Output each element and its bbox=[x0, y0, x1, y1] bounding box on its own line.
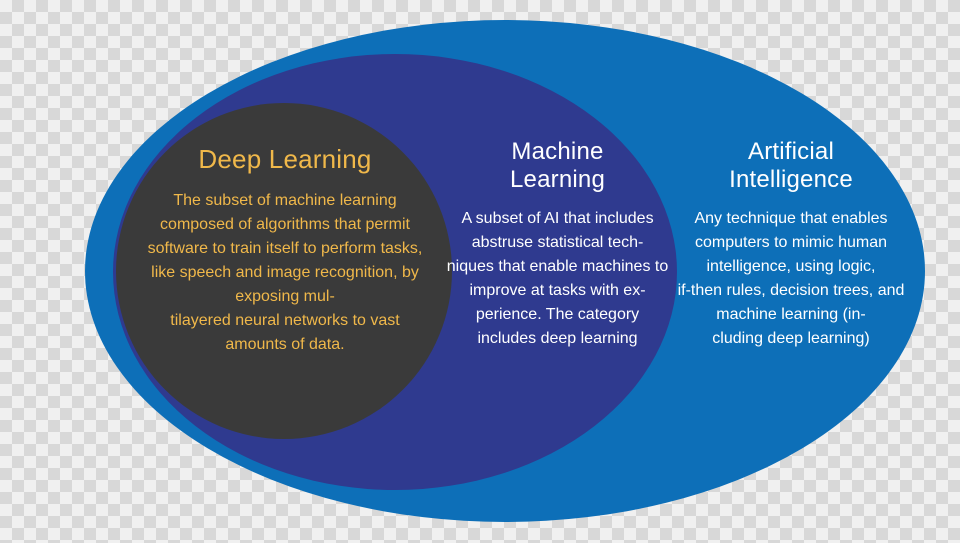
artificial-intelligence-region: Artificial Intelligence Any technique th… bbox=[676, 138, 906, 351]
artificial-intelligence-title: Artificial Intelligence bbox=[729, 138, 853, 193]
deep-learning-title: Deep Learning bbox=[198, 145, 371, 175]
machine-learning-region: Machine Learning A subset of AI that inc… bbox=[445, 138, 670, 351]
deep-learning-region: Deep Learning The subset of machine lear… bbox=[143, 145, 427, 357]
venn-diagram: Deep Learning The subset of machine lear… bbox=[0, 0, 960, 543]
machine-learning-body: A subset of AI that includes abstruse st… bbox=[445, 207, 670, 351]
deep-learning-body: The subset of machine learning composed … bbox=[143, 189, 427, 357]
artificial-intelligence-body: Any technique that enables computers to … bbox=[676, 207, 906, 351]
machine-learning-title: Machine Learning bbox=[510, 138, 605, 193]
